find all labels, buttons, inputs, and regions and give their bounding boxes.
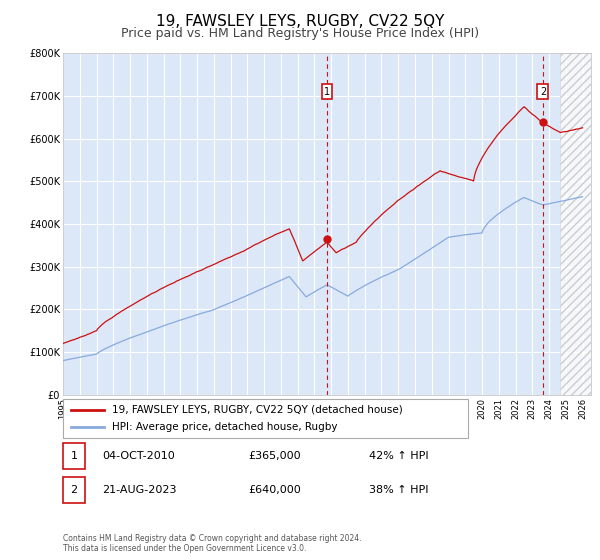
Text: 21-AUG-2023: 21-AUG-2023	[103, 485, 177, 495]
Bar	[63, 444, 85, 469]
Text: £640,000: £640,000	[248, 485, 301, 495]
Text: 19, FAWSLEY LEYS, RUGBY, CV22 5QY (detached house): 19, FAWSLEY LEYS, RUGBY, CV22 5QY (detac…	[112, 405, 403, 415]
Text: 2: 2	[540, 87, 546, 97]
Text: 2: 2	[71, 485, 77, 495]
Text: 04-OCT-2010: 04-OCT-2010	[103, 451, 175, 461]
Text: Price paid vs. HM Land Registry's House Price Index (HPI): Price paid vs. HM Land Registry's House …	[121, 27, 479, 40]
Bar	[63, 477, 85, 503]
Text: HPI: Average price, detached house, Rugby: HPI: Average price, detached house, Rugb…	[112, 422, 337, 432]
Text: £365,000: £365,000	[248, 451, 301, 461]
Text: Contains HM Land Registry data © Crown copyright and database right 2024.
This d: Contains HM Land Registry data © Crown c…	[63, 534, 361, 553]
Text: 1: 1	[71, 451, 77, 461]
Bar	[560, 53, 591, 395]
Text: 38% ↑ HPI: 38% ↑ HPI	[369, 485, 429, 495]
Text: 42% ↑ HPI: 42% ↑ HPI	[369, 451, 429, 461]
Text: 19, FAWSLEY LEYS, RUGBY, CV22 5QY: 19, FAWSLEY LEYS, RUGBY, CV22 5QY	[156, 14, 444, 29]
Text: 1: 1	[324, 87, 330, 97]
